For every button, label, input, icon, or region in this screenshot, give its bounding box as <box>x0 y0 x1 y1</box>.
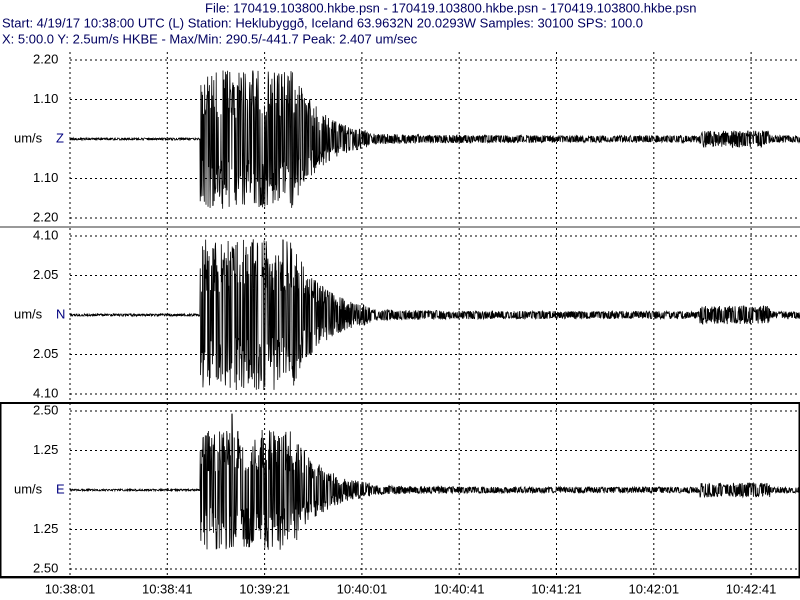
waveform <box>69 413 800 550</box>
x-tick-label: 10:42:01 <box>628 581 679 596</box>
y-tick-label: 1.25 <box>33 442 58 457</box>
component-label: E <box>56 481 65 496</box>
y-tick-label: 2.50 <box>33 560 58 575</box>
y-tick-label: 1.10 <box>33 91 58 106</box>
component-label: N <box>56 306 65 321</box>
panel-separator <box>0 226 800 228</box>
y-tick-label: 2.50 <box>33 402 58 417</box>
y-tick-label: 2.05 <box>33 346 58 361</box>
x-tick-label: 10:38:41 <box>142 581 193 596</box>
x-tick-label: 10:41:21 <box>531 581 582 596</box>
scale-line: X: 5:00.0 Y: 2.5um/s HKBE - Max/Min: 290… <box>2 31 418 46</box>
y-tick-label: 1.25 <box>33 521 58 536</box>
component-label: Z <box>56 130 64 145</box>
y-tick-label: 2.20 <box>33 209 58 224</box>
unit-label: um/s <box>14 481 43 496</box>
x-tick-label: 10:39:21 <box>239 581 290 596</box>
start-line: Start: 4/19/17 10:38:00 UTC (L) Station:… <box>2 15 643 30</box>
y-tick-label: 4.10 <box>33 227 58 242</box>
waveform <box>69 239 800 390</box>
unit-label: um/s <box>14 130 43 145</box>
x-tick-label: 10:42:41 <box>726 581 777 596</box>
y-tick-label: 4.10 <box>33 385 58 400</box>
y-tick-label: 2.20 <box>33 51 58 66</box>
waveform <box>69 70 800 209</box>
y-tick-label: 2.05 <box>33 267 58 282</box>
y-tick-label: 1.10 <box>33 170 58 185</box>
file-line: File: 170419.103800.hkbe.psn - 170419.10… <box>205 0 697 15</box>
unit-label: um/s <box>14 306 43 321</box>
x-tick-label: 10:40:41 <box>434 581 485 596</box>
x-tick-label: 10:38:01 <box>45 581 96 596</box>
x-tick-label: 10:40:01 <box>337 581 388 596</box>
